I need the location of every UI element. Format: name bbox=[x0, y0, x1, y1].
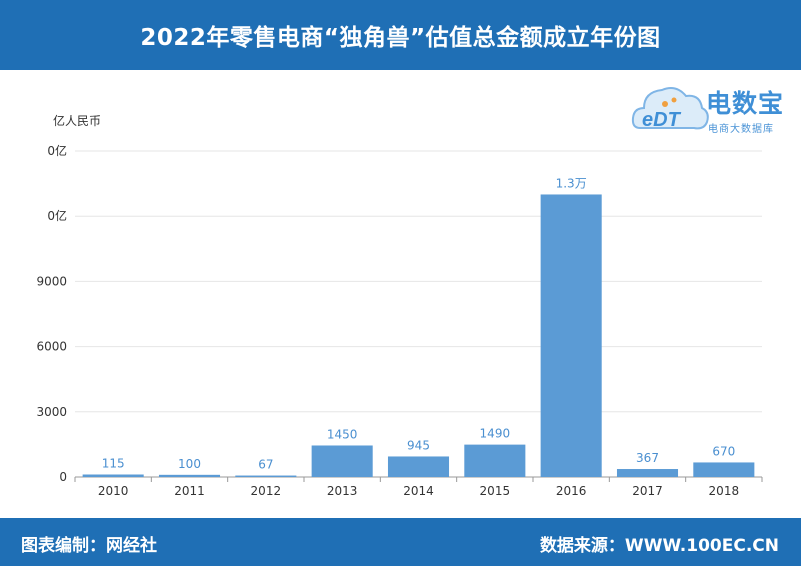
x-tick-label: 2014 bbox=[403, 484, 434, 498]
data-label: 1450 bbox=[327, 427, 358, 441]
footer-bar: 图表编制：网经社 数据来源：WWW.100EC.CN bbox=[0, 518, 801, 566]
x-tick-label: 2015 bbox=[480, 484, 511, 498]
cloud-logo-icon: eDT bbox=[631, 87, 709, 131]
chart-title: 2022年零售电商“独角兽”估值总金额成立年份图 bbox=[140, 25, 661, 51]
bar bbox=[82, 474, 144, 477]
y-tick-label: 0 bbox=[59, 470, 67, 484]
x-tick-label: 2011 bbox=[174, 484, 205, 498]
data-label: 945 bbox=[407, 438, 430, 452]
data-label: 367 bbox=[636, 451, 659, 465]
y-tick-label: 0亿 bbox=[47, 208, 67, 223]
data-label: 100 bbox=[178, 457, 201, 471]
y-axis-label: 亿人民币 bbox=[53, 114, 102, 128]
footer-source: 数据来源：WWW.100EC.CN bbox=[539, 536, 779, 556]
header-bar: 2022年零售电商“独角兽”估值总金额成立年份图 bbox=[0, 0, 801, 70]
x-tick-label: 2017 bbox=[632, 484, 663, 498]
bar bbox=[616, 469, 679, 477]
logo: eDT 电数宝 电商大数据库 bbox=[630, 78, 795, 140]
logo-mark-text: eDT bbox=[642, 109, 682, 131]
bar bbox=[464, 444, 526, 477]
y-tick-label: 6000 bbox=[36, 340, 67, 354]
x-tick-label: 2010 bbox=[98, 484, 129, 498]
data-label: 115 bbox=[102, 457, 125, 471]
bar bbox=[311, 445, 373, 477]
data-label: 1.3万 bbox=[556, 176, 587, 190]
x-tick-label: 2012 bbox=[251, 484, 282, 498]
data-label: 1490 bbox=[480, 427, 511, 441]
y-tick-label: 9000 bbox=[36, 274, 67, 288]
data-label: 670 bbox=[712, 444, 735, 458]
y-tick-label: 3000 bbox=[36, 405, 67, 419]
bar bbox=[235, 475, 297, 477]
footer-credit: 图表编制：网经社 bbox=[21, 536, 157, 556]
logo-name: 电数宝 bbox=[706, 89, 785, 118]
x-tick-label: 2016 bbox=[556, 484, 587, 498]
bar bbox=[693, 462, 755, 477]
data-label: 67 bbox=[258, 458, 273, 472]
y-tick-label: 0亿 bbox=[47, 143, 67, 158]
logo-tagline: 电商大数据库 bbox=[708, 124, 774, 135]
x-tick-label: 2018 bbox=[709, 484, 740, 498]
x-tick-label: 2013 bbox=[327, 484, 358, 498]
bar bbox=[158, 474, 221, 477]
bar bbox=[540, 194, 602, 477]
bar bbox=[387, 456, 450, 477]
